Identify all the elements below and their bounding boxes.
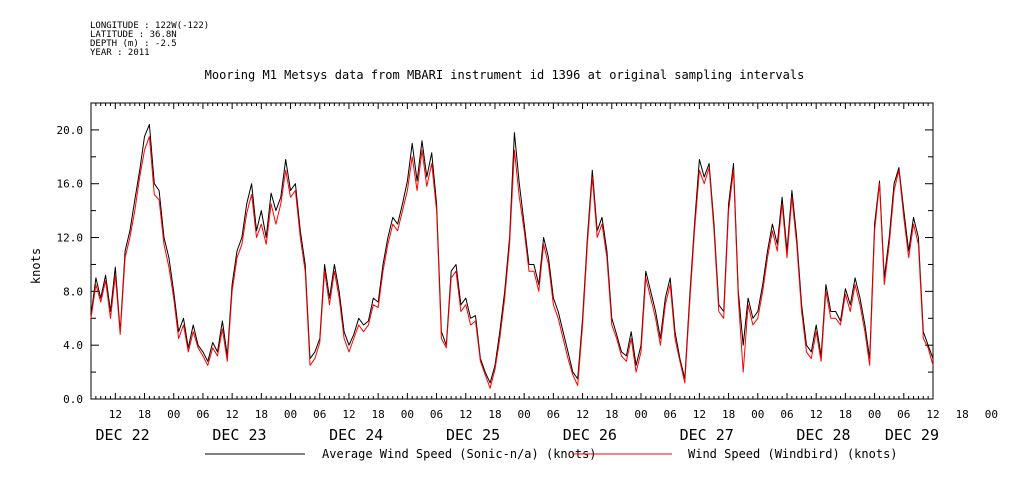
x-day-label: DEC 26: [563, 426, 617, 444]
axis-ticks: [90, 102, 934, 400]
x-tick-label: 00: [167, 408, 180, 421]
x-tick-label: 18: [839, 408, 852, 421]
latitude-label: LATITUDE : 36.8N: [90, 30, 177, 40]
x-tick-label: 06: [897, 408, 910, 421]
x-tick-label: 18: [722, 408, 735, 421]
x-tick-label: 06: [664, 408, 677, 421]
x-tick-label: 00: [518, 408, 531, 421]
series-line-windbird: [90, 136, 934, 389]
x-tick-label: 00: [985, 408, 998, 421]
x-tick-label: 06: [196, 408, 209, 421]
plot-border: [90, 102, 934, 400]
depth-label: DEPTH (m) : -2.5: [90, 39, 177, 49]
legend-label-average: Average Wind Speed (Sonic-n/a) (knots): [322, 447, 597, 461]
x-tick-label: 12: [693, 408, 706, 421]
x-day-label: DEC 24: [329, 426, 383, 444]
x-tick-label: 06: [313, 408, 326, 421]
x-tick-label: 00: [868, 408, 881, 421]
longitude-label: LONGITUDE : 122W(-122): [90, 21, 210, 31]
x-tick-label: 18: [488, 408, 501, 421]
y-tick-labels: 0.0 4.0 8.0 12.0 16.0 20.0: [57, 124, 84, 406]
x-tick-label: 12: [226, 408, 239, 421]
x-tick-label: 18: [138, 408, 151, 421]
x-tick-label: 06: [780, 408, 793, 421]
chart-title: Mooring M1 Metsys data from MBARI instru…: [204, 68, 805, 82]
y-tick-label: 12.0: [57, 232, 84, 245]
x-tick-label: 18: [956, 408, 969, 421]
x-tick-label: 12: [810, 408, 823, 421]
x-tick-label: 00: [634, 408, 647, 421]
y-tick-label: 16.0: [57, 178, 84, 191]
x-tick-label: 18: [605, 408, 618, 421]
data-series: [90, 124, 934, 389]
x-tick-label: 00: [284, 408, 297, 421]
y-tick-label: 20.0: [57, 124, 84, 137]
legend-label-windbird: Wind Speed (Windbird) (knots): [688, 447, 898, 461]
x-day-label: DEC 25: [446, 426, 500, 444]
y-tick-label: 0.0: [63, 393, 83, 406]
y-tick-label: 8.0: [63, 285, 83, 298]
x-day-label: DEC 28: [796, 426, 850, 444]
legend: Average Wind Speed (Sonic-n/a) (knots) W…: [205, 447, 898, 461]
x-day-label: DEC 22: [96, 426, 150, 444]
x-tick-label: 12: [926, 408, 939, 421]
y-axis-label: knots: [29, 248, 43, 284]
x-tick-label: 12: [109, 408, 122, 421]
x-tick-label: 00: [401, 408, 414, 421]
x-day-labels: DEC 22 DEC 23 DEC 24 DEC 25 DEC 26 DEC 27 DEC …: [96, 426, 939, 444]
year-label: YEAR : 2011: [90, 48, 150, 58]
y-tick-label: 4.0: [63, 339, 83, 352]
x-tick-label: 12: [459, 408, 472, 421]
x-tick-label: 06: [547, 408, 560, 421]
x-tick-label: 18: [255, 408, 268, 421]
plot-frame: [90, 102, 934, 400]
x-day-label: DEC 23: [212, 426, 266, 444]
x-tick-labels: 12 18 00 06 12 18 00 06 12 18 00 06 12 18 00 06 12 18 00 06…: [109, 408, 998, 421]
x-day-label: DEC 27: [680, 426, 734, 444]
x-tick-label: 18: [372, 408, 385, 421]
series-line-average: [90, 124, 934, 384]
x-tick-label: 12: [576, 408, 589, 421]
x-tick-label: 12: [342, 408, 355, 421]
x-tick-label: 06: [430, 408, 443, 421]
x-tick-label: 00: [751, 408, 764, 421]
x-day-label: DEC 29: [885, 426, 939, 444]
